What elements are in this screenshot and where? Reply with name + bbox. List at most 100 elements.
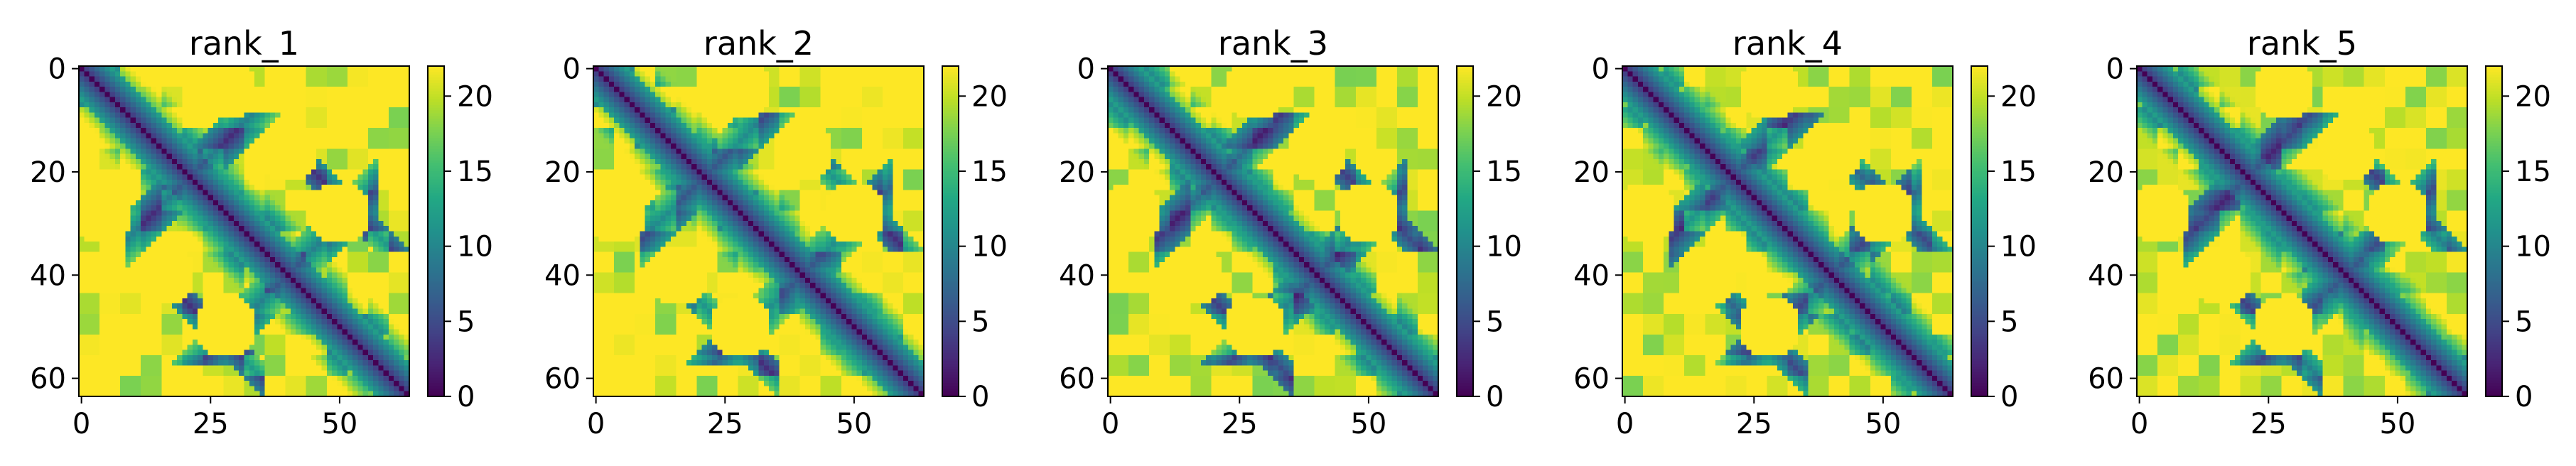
heatmap-cell [357,169,363,175]
heatmap-cell [141,273,146,278]
heatmap-cell [702,112,708,118]
heatmap-cell [259,350,265,356]
heatmap-cell [120,226,126,232]
heatmap-cell [110,365,116,371]
heatmap-cell [167,283,173,288]
heatmap-cell [841,97,847,103]
heatmap-cell [110,345,116,350]
heatmap-cell [270,298,276,304]
heatmap-cell [229,200,235,206]
heatmap-cell [156,195,162,201]
heatmap-cell [193,314,198,320]
heatmap-cell [378,92,384,97]
heatmap-cell [110,210,116,216]
heatmap-cell [306,175,312,180]
heatmap-cell [394,246,399,252]
heatmap-cell [681,71,687,77]
heatmap-cell [131,87,136,92]
heatmap-cell [343,267,348,273]
heatmap-cell [903,71,909,77]
heatmap-cell [352,82,358,87]
heatmap-cell [249,365,255,371]
heatmap-cell [84,262,90,268]
heatmap-cell [352,345,358,350]
heatmap-cell [146,246,151,252]
heatmap-cell [188,262,193,268]
heatmap-cell [146,216,151,222]
heatmap-cell [316,371,322,376]
heatmap-cell [696,87,702,92]
heatmap-cell [280,133,286,139]
heatmap-cell [115,371,121,376]
heatmap-cell [645,118,651,124]
heatmap-cell [104,257,110,263]
heatmap-cell [115,298,121,304]
heatmap-cell [327,102,333,108]
heatmap-cell [125,273,131,278]
heatmap-cell [131,154,136,160]
heatmap-cell [306,319,312,325]
heatmap-cell [686,77,692,82]
heatmap-cell [291,262,296,268]
heatmap-cell [182,257,188,263]
heatmap-cell [79,112,85,118]
heatmap-cell [301,216,306,222]
heatmap-cell [146,319,151,325]
heatmap-cell [733,92,738,97]
heatmap-cell [156,216,162,222]
heatmap-cell [368,205,374,211]
heatmap-cell [208,330,214,335]
heatmap-cell [384,118,389,124]
heatmap-cell [399,143,404,149]
heatmap-cell [898,71,904,77]
heatmap-cell [193,180,198,185]
heatmap-cell [384,164,389,170]
heatmap-cell [826,97,831,103]
heatmap-cell [291,335,296,340]
heatmap-cell [229,195,235,201]
heatmap-cell [399,365,404,371]
heatmap-cell [229,242,235,247]
heatmap-cell [337,237,343,242]
heatmap-cell [332,71,338,77]
heatmap-cell [640,107,645,113]
heatmap-cell [743,87,749,92]
heatmap-cell [774,123,780,129]
heatmap-cell [254,128,260,134]
heatmap-cell [769,77,775,82]
heatmap-cell [671,102,677,108]
heatmap-cell [306,226,312,232]
heatmap-cell [717,66,723,72]
heatmap-cell [378,112,384,118]
heatmap-cell [378,365,384,371]
heatmap-cell [352,210,358,216]
heatmap-cell [167,319,173,325]
heatmap-cell [254,77,260,82]
heatmap-cell [368,200,374,206]
heatmap-cell [198,386,203,391]
heatmap-cell [84,335,90,340]
heatmap-cell [389,237,394,242]
heatmap-cell [213,303,219,309]
heatmap-cell [686,97,692,103]
heatmap-cell [259,355,265,361]
heatmap-cell [115,185,121,190]
heatmap-cell [244,308,250,314]
heatmap-cell [903,92,909,97]
heatmap-cell [686,102,692,108]
heatmap-cell [234,180,239,185]
heatmap-cell [394,180,399,185]
heatmap-cell [193,216,198,222]
heatmap-cell [95,200,100,206]
heatmap-cell [780,82,785,87]
heatmap-cell [136,133,141,139]
heatmap-cell [800,82,806,87]
heatmap-cell [213,216,219,222]
heatmap-cell [104,246,110,252]
heatmap-cell [104,159,110,165]
heatmap-cell [254,205,260,211]
heatmap-cell [259,232,265,237]
heatmap-cell [229,355,235,361]
heatmap-cell [286,133,291,139]
